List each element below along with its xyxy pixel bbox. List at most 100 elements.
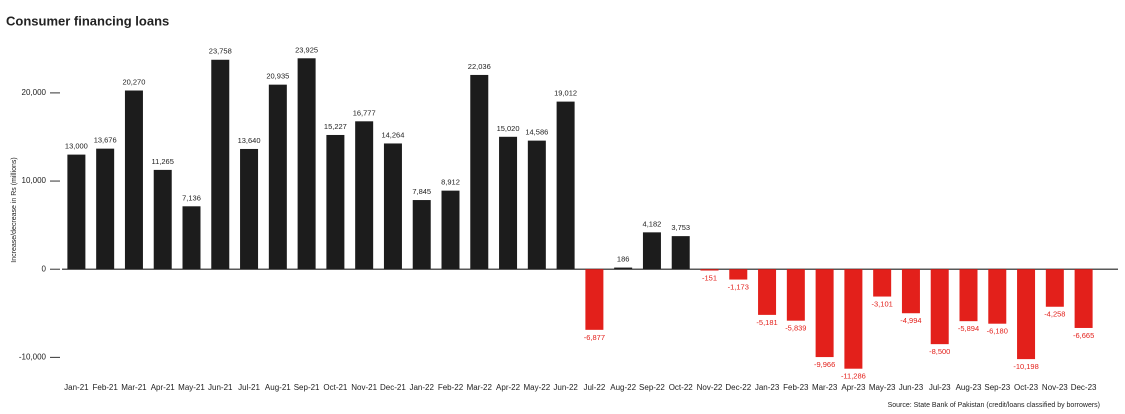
value-label: -4,258 bbox=[1044, 310, 1065, 319]
value-label: 20,935 bbox=[266, 72, 289, 81]
value-label: 20,270 bbox=[122, 77, 145, 86]
y-tick-label: 0 bbox=[42, 264, 47, 273]
x-tick-label: Sep-22 bbox=[639, 383, 665, 392]
value-label: 3,753 bbox=[671, 223, 690, 232]
bar bbox=[499, 136, 518, 270]
x-tick-label: Feb-23 bbox=[783, 383, 809, 392]
y-tick-label: 20,000 bbox=[22, 88, 47, 97]
value-label: 19,012 bbox=[554, 89, 577, 98]
bar bbox=[124, 90, 143, 270]
bar bbox=[153, 169, 172, 270]
bar bbox=[441, 190, 460, 270]
value-label: 7,845 bbox=[412, 187, 431, 196]
bar bbox=[786, 269, 805, 321]
bar bbox=[614, 267, 633, 270]
x-tick-label: Jul-21 bbox=[238, 383, 260, 392]
source-note: Source: State Bank of Pakistan (credit/l… bbox=[888, 402, 1100, 409]
x-tick-label: Jan-21 bbox=[64, 383, 89, 392]
bar bbox=[182, 206, 201, 270]
x-tick-label: Feb-21 bbox=[92, 383, 118, 392]
bar bbox=[355, 121, 374, 270]
x-tick-label: Oct-23 bbox=[1014, 383, 1039, 392]
bar bbox=[1074, 269, 1093, 328]
bar bbox=[240, 148, 259, 270]
value-label: -3,101 bbox=[872, 300, 893, 309]
x-tick-label: Apr-21 bbox=[151, 383, 176, 392]
bar bbox=[988, 269, 1007, 324]
y-tick-label: -10,000 bbox=[19, 352, 47, 361]
value-label: 14,264 bbox=[381, 130, 404, 139]
value-label: 22,036 bbox=[468, 62, 491, 71]
x-tick-label: Jul-23 bbox=[929, 383, 951, 392]
bar bbox=[268, 84, 287, 270]
bar bbox=[1045, 269, 1064, 307]
value-label: 23,925 bbox=[295, 45, 318, 54]
bar bbox=[930, 269, 949, 345]
value-label: 8,912 bbox=[441, 178, 460, 187]
value-label: -151 bbox=[702, 274, 717, 283]
x-tick-label: Jun-23 bbox=[899, 383, 924, 392]
value-label: 13,640 bbox=[238, 136, 261, 145]
bar bbox=[67, 154, 86, 270]
value-label: 16,777 bbox=[353, 108, 376, 117]
value-label: -9,966 bbox=[814, 360, 835, 369]
bar bbox=[96, 148, 115, 270]
x-tick-label: Dec-23 bbox=[1071, 383, 1097, 392]
x-tick-label: Dec-22 bbox=[725, 383, 751, 392]
x-tick-label: Jun-22 bbox=[553, 383, 578, 392]
x-tick-label: Oct-22 bbox=[669, 383, 694, 392]
bar bbox=[412, 200, 431, 270]
x-tick-label: May-23 bbox=[869, 383, 896, 392]
x-tick-label: Aug-23 bbox=[956, 383, 982, 392]
bar bbox=[700, 269, 719, 271]
value-label: 15,227 bbox=[324, 122, 347, 131]
x-tick-label: Jun-21 bbox=[208, 383, 233, 392]
value-label: -6,877 bbox=[584, 333, 605, 342]
x-tick-label: Mar-21 bbox=[121, 383, 147, 392]
bar bbox=[729, 269, 748, 280]
x-tick-label: Nov-22 bbox=[697, 383, 723, 392]
bar bbox=[297, 58, 316, 270]
bar bbox=[873, 269, 892, 297]
bar bbox=[1017, 269, 1036, 360]
chart-title: Consumer financing loans bbox=[6, 13, 169, 28]
y-axis-label: Increase/decrease in Rs (millions) bbox=[11, 157, 18, 262]
bar bbox=[326, 134, 345, 270]
value-label: -5,839 bbox=[785, 324, 806, 333]
bar bbox=[671, 236, 690, 270]
bar bbox=[758, 269, 777, 315]
x-tick-label: Apr-22 bbox=[496, 383, 521, 392]
x-tick-label: Aug-21 bbox=[265, 383, 291, 392]
x-tick-label: Sep-21 bbox=[294, 383, 320, 392]
x-tick-label: May-22 bbox=[523, 383, 550, 392]
bar bbox=[470, 74, 489, 270]
x-tick-label: Nov-21 bbox=[351, 383, 377, 392]
value-label: -4,994 bbox=[900, 316, 921, 325]
value-label: -10,198 bbox=[1013, 362, 1038, 371]
value-label: -6,665 bbox=[1073, 331, 1094, 340]
bar bbox=[383, 143, 402, 270]
x-tick-label: Sep-23 bbox=[984, 383, 1010, 392]
value-label: 13,676 bbox=[94, 136, 117, 145]
bar bbox=[959, 269, 978, 322]
bar bbox=[815, 269, 834, 358]
value-label: 7,136 bbox=[182, 193, 201, 202]
value-label: -8,500 bbox=[929, 347, 950, 356]
value-label: 15,020 bbox=[497, 124, 520, 133]
value-label: 14,586 bbox=[525, 128, 548, 137]
x-tick-label: Nov-23 bbox=[1042, 383, 1068, 392]
value-label: -6,180 bbox=[987, 327, 1008, 336]
value-label: 23,758 bbox=[209, 47, 232, 56]
bar bbox=[844, 269, 863, 369]
x-tick-label: Feb-22 bbox=[438, 383, 464, 392]
x-tick-label: Mar-22 bbox=[467, 383, 493, 392]
bar bbox=[527, 140, 546, 270]
value-label: 4,182 bbox=[643, 219, 662, 228]
x-tick-label: Jan-22 bbox=[409, 383, 434, 392]
x-tick-label: Apr-23 bbox=[841, 383, 866, 392]
x-tick-label: Jul-22 bbox=[583, 383, 605, 392]
x-tick-label: Oct-21 bbox=[323, 383, 348, 392]
bar bbox=[642, 232, 661, 270]
value-label: -5,181 bbox=[756, 318, 777, 327]
bar bbox=[901, 269, 920, 314]
